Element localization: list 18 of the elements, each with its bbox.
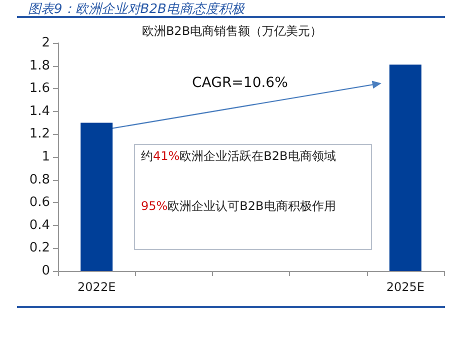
y-tick-label: 0.8 [29, 172, 50, 188]
y-tick-label: 1.6 [29, 81, 50, 96]
x-tick-label: 2022E [78, 280, 116, 294]
x-tick-label: 2025E [386, 280, 424, 294]
y-tick-label: 0.4 [29, 218, 50, 233]
y-tick-label: 1.4 [29, 104, 50, 119]
y-tick-label: 0.2 [29, 240, 50, 256]
chart-title: 图表9：欧洲企业对B2B电商态度积极 [28, 1, 244, 18]
y-tick-label: 2 [42, 36, 50, 50]
chart-subtitle: 欧洲B2B电商销售额（万亿美元） [142, 24, 322, 38]
annotation: 95%欧洲企业认可B2B电商积极作用 [141, 199, 336, 213]
y-tick-label: 1.2 [29, 126, 50, 142]
y-tick-label: 0 [42, 264, 50, 278]
annotation: CAGR=10.6% [192, 75, 288, 91]
y-tick-label: 0.6 [29, 195, 50, 210]
y-tick-label: 1 [42, 150, 50, 164]
annotation: 约41%欧洲企业活跃在B2B电商领域 [141, 149, 336, 163]
y-tick-label: 1.8 [29, 58, 50, 74]
